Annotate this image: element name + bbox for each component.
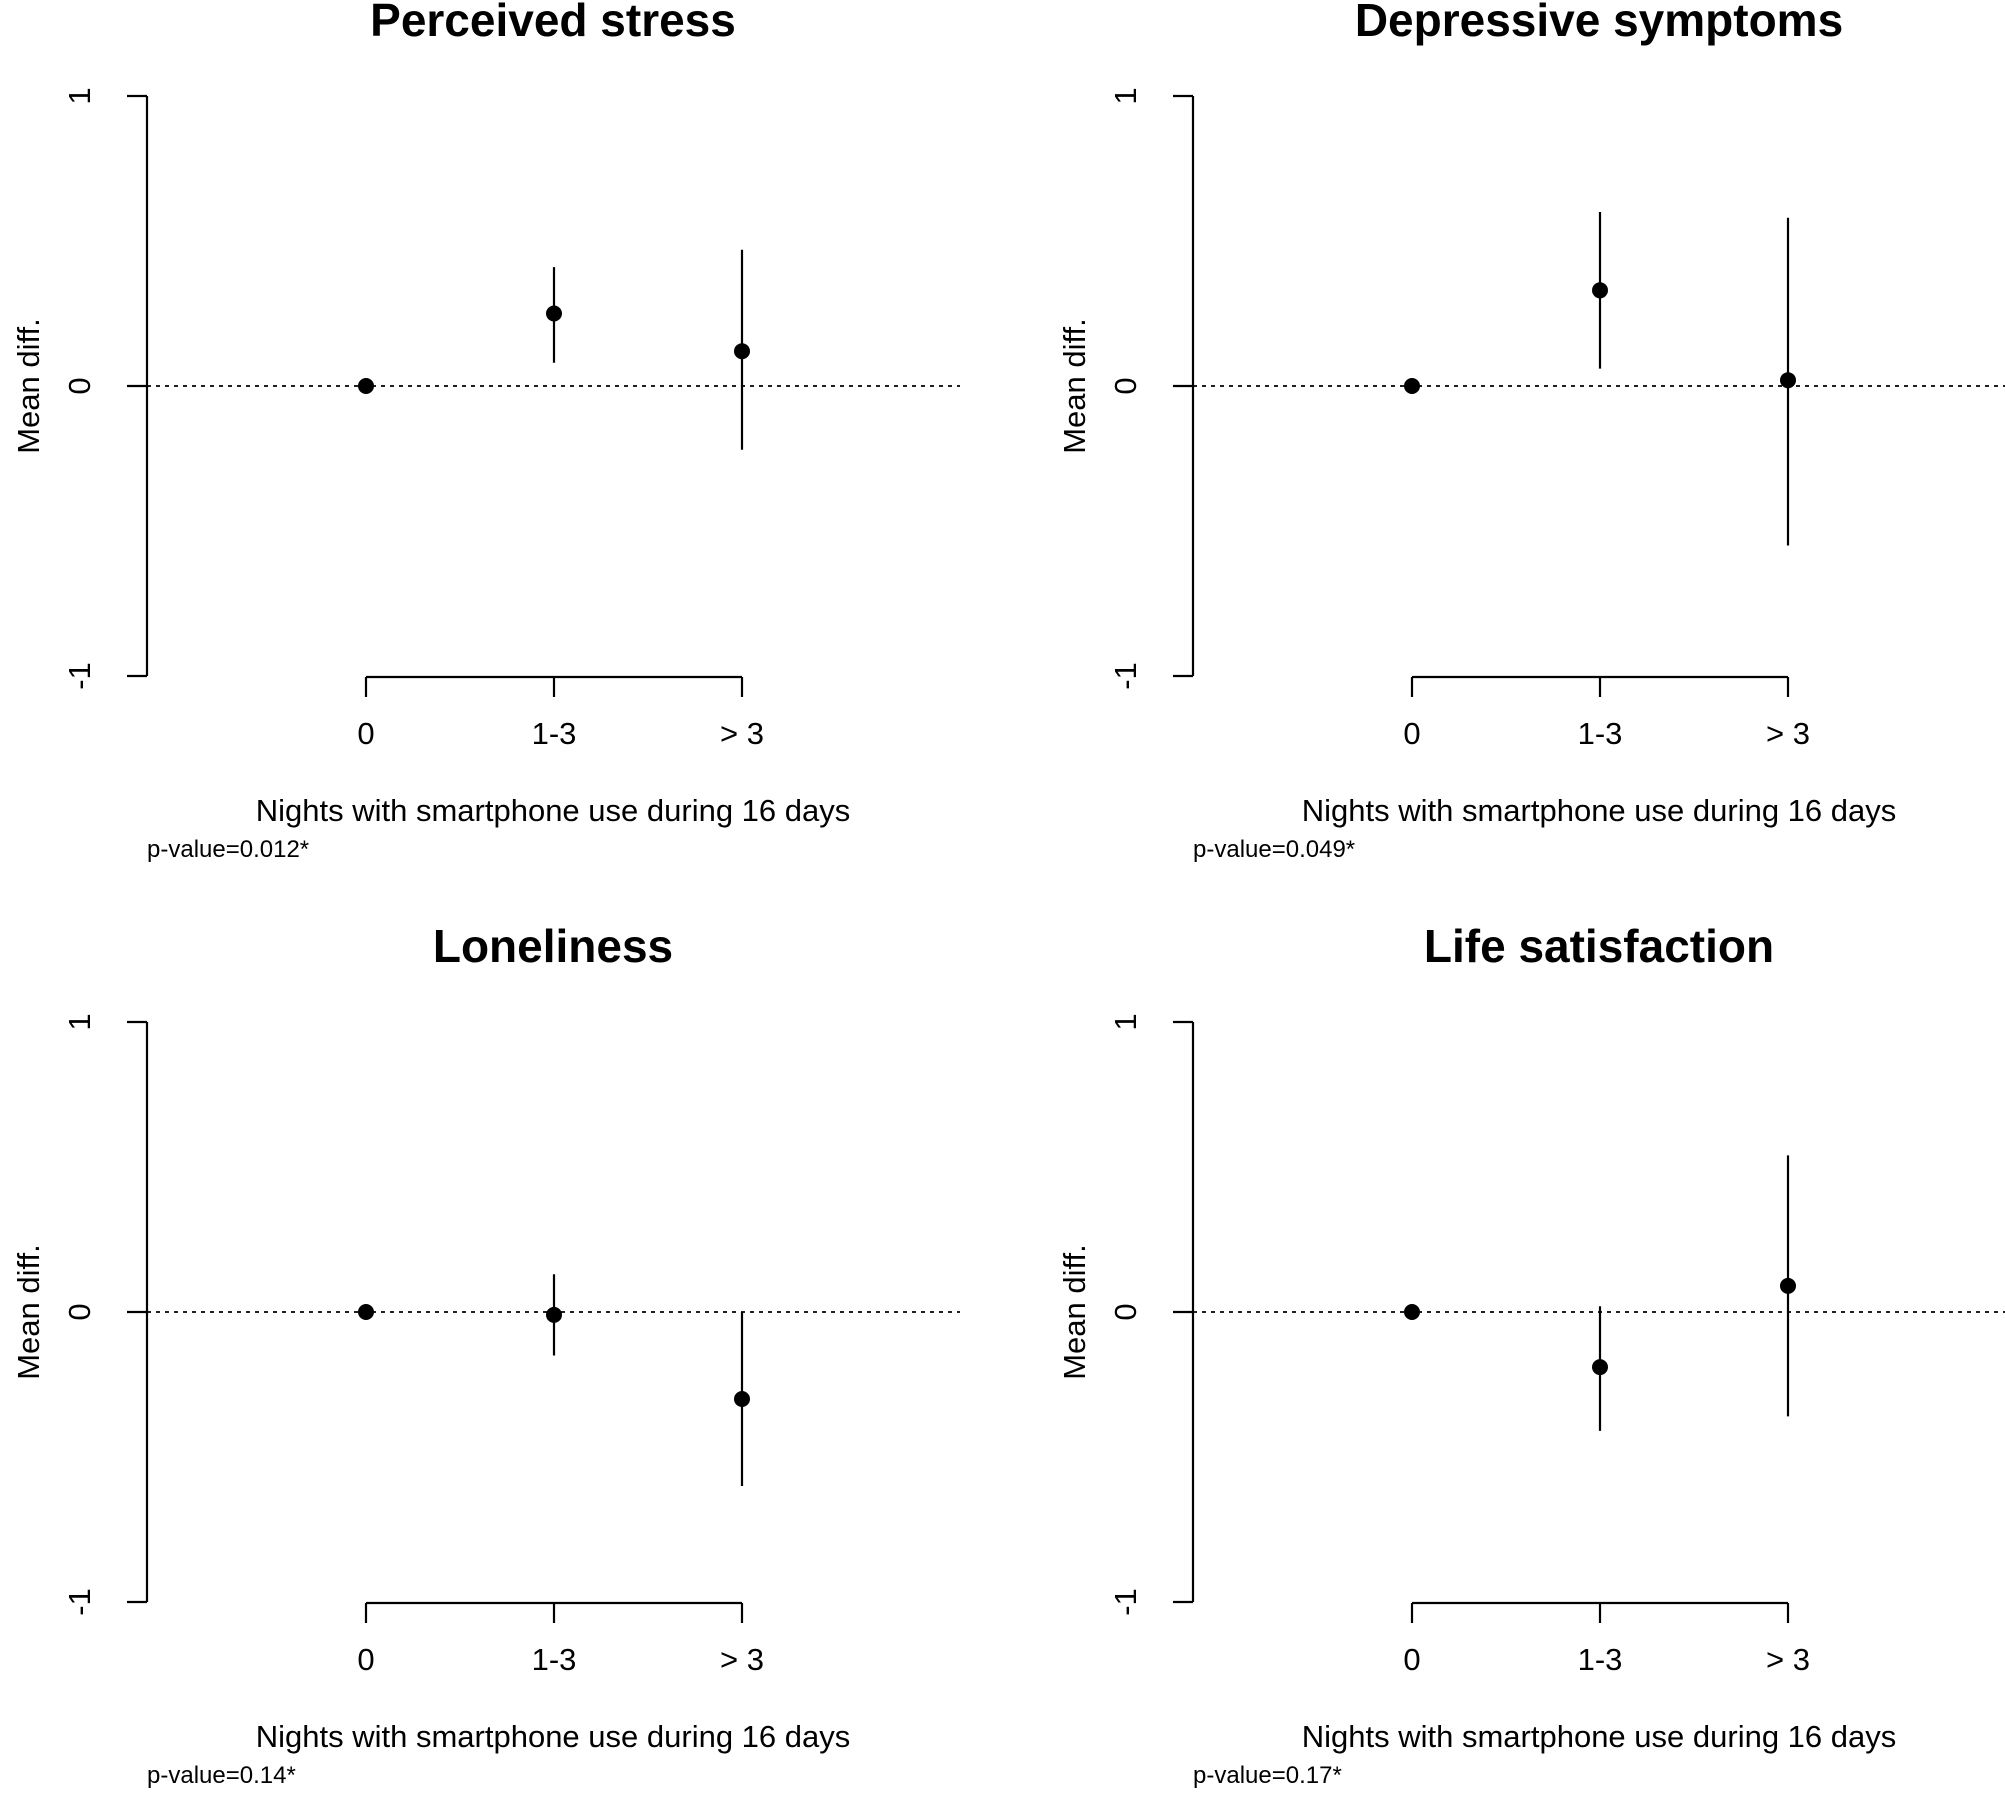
data-point xyxy=(358,1304,374,1320)
y-tick-label: 1 xyxy=(62,1013,97,1030)
x-tick-label: 1-3 xyxy=(1578,716,1623,751)
y-axis-label: Mean diff. xyxy=(11,318,46,454)
x-tick-label: 0 xyxy=(357,716,374,751)
x-tick-label: 0 xyxy=(1403,716,1420,751)
y-tick-label: -1 xyxy=(62,662,97,690)
x-axis-label: Nights with smartphone use during 16 day… xyxy=(1302,1719,1897,1754)
chart-title: Depressive symptoms xyxy=(1355,0,1843,46)
x-tick-label: 1-3 xyxy=(1578,1642,1623,1677)
x-axis-label: Nights with smartphone use during 16 day… xyxy=(256,793,851,828)
y-tick-label: 1 xyxy=(62,87,97,104)
x-tick-label: 1-3 xyxy=(532,716,577,751)
data-point xyxy=(1780,372,1796,389)
chart-panel: Perceived stress -1 0 1 Mean diff. 0 1-3 > 3 Nig… xyxy=(11,0,960,863)
p-value-note: p-value=0.049* xyxy=(1193,836,1355,863)
y-axis-label: Mean diff. xyxy=(1057,1244,1092,1380)
chart-panel: Life satisfaction -1 0 1 Mean diff. 0 1-3 > 3 Ni… xyxy=(1057,920,2005,1789)
x-tick-label: 0 xyxy=(1403,1642,1420,1677)
data-point xyxy=(734,343,750,360)
y-tick-label: 1 xyxy=(1108,1013,1143,1030)
p-value-note: p-value=0.14* xyxy=(147,1762,296,1789)
data-point xyxy=(734,1391,750,1407)
data-point xyxy=(546,1306,562,1323)
y-tick-label: 1 xyxy=(1108,87,1143,104)
chart-title: Life satisfaction xyxy=(1424,920,1774,972)
x-axis-label: Nights with smartphone use during 16 day… xyxy=(256,1719,851,1754)
p-value-note: p-value=0.17* xyxy=(1193,1762,1342,1789)
y-axis-label: Mean diff. xyxy=(1057,318,1092,454)
x-tick-label: > 3 xyxy=(720,1642,764,1677)
chart-title: Loneliness xyxy=(433,920,673,972)
data-point xyxy=(358,378,374,394)
x-tick-label: > 3 xyxy=(1766,716,1810,751)
y-axis-label: Mean diff. xyxy=(11,1244,46,1380)
p-value-note: p-value=0.012* xyxy=(147,836,309,863)
y-tick-label: -1 xyxy=(62,1588,97,1616)
x-tick-label: > 3 xyxy=(1766,1642,1810,1677)
data-point xyxy=(1404,1304,1420,1320)
chart-title: Perceived stress xyxy=(370,0,736,46)
chart-panel: Loneliness -1 0 1 Mean diff. 0 1-3 > 3 Nights wi… xyxy=(11,920,960,1789)
chart-panel: Depressive symptoms -1 0 1 Mean diff. 0 1-3 > 3… xyxy=(1057,0,2005,863)
y-tick-label: -1 xyxy=(1108,1588,1143,1616)
x-tick-label: > 3 xyxy=(720,716,764,751)
x-tick-label: 1-3 xyxy=(532,1642,577,1677)
y-tick-label: 0 xyxy=(62,1303,97,1320)
y-tick-label: 0 xyxy=(1108,377,1143,394)
y-tick-label: 0 xyxy=(62,377,97,394)
data-point xyxy=(1780,1277,1796,1294)
y-tick-label: -1 xyxy=(1108,662,1143,690)
x-tick-label: 0 xyxy=(357,1642,374,1677)
data-point xyxy=(546,305,562,322)
data-point xyxy=(1404,378,1420,394)
data-point xyxy=(1592,1359,1608,1376)
x-axis-label: Nights with smartphone use during 16 day… xyxy=(1302,793,1897,828)
y-tick-label: 0 xyxy=(1108,1303,1143,1320)
data-point xyxy=(1592,282,1608,299)
